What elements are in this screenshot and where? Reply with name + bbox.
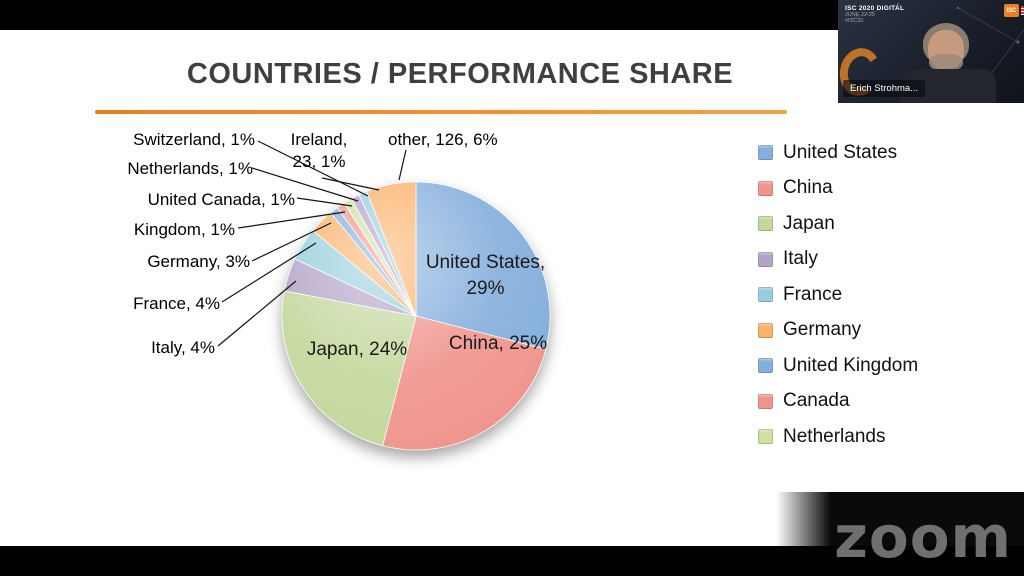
zoom-watermark: zoom xyxy=(834,503,1012,571)
legend-label: Netherlands xyxy=(783,425,886,447)
slide-title: COUNTRIES / PERFORMANCE SHARE xyxy=(186,58,734,90)
legend-label: United Kingdom xyxy=(783,354,919,376)
legend-label: France xyxy=(783,283,843,305)
legend-swatch xyxy=(758,358,773,374)
legend-swatch xyxy=(758,216,773,232)
callout-kingdom: Kingdom, 1% xyxy=(133,220,235,239)
callout-ireland: Ireland, 23, 1% xyxy=(290,130,348,172)
callout-germany: Germany, 3% xyxy=(147,252,250,271)
network-graphic xyxy=(847,2,1024,79)
legend-item-germany: Germany xyxy=(758,313,918,349)
webcam-tile[interactable]: ISC 2020 DIGITAL JUNE 22-25 #ISC20 ISC E… xyxy=(838,0,1024,103)
legend-item-united-states: United States xyxy=(758,135,918,171)
legend-swatch xyxy=(758,393,773,409)
legend-item-italy: Italy xyxy=(758,242,918,278)
legend-item-japan: Japan xyxy=(758,206,918,242)
callout-netherlands: Netherlands, 1% xyxy=(127,159,253,178)
event-title: ISC 2020 DIGITAL xyxy=(845,5,905,12)
speaker-silhouette xyxy=(900,23,996,103)
legend-swatch xyxy=(758,322,773,338)
legend-label: Germany xyxy=(783,319,862,341)
legend-swatch xyxy=(758,429,773,445)
event-date: JUNE 22-25 xyxy=(845,12,875,18)
legend-label: United States xyxy=(783,141,898,163)
legend-item-france: France xyxy=(758,277,918,313)
callout-switzerland: Switzerland, 1% xyxy=(133,130,255,149)
event-hashtag: #ISC20 xyxy=(845,18,864,24)
legend-item-united-kingdom: United Kingdom xyxy=(758,348,918,384)
legend-item-china: China xyxy=(758,171,918,207)
callout-other: other, 126, 6% xyxy=(388,130,498,149)
legend-label: Canada xyxy=(783,390,850,412)
pie-label-japan: Japan, 24% xyxy=(306,339,408,360)
pie-label-china: China, 25% xyxy=(448,333,548,354)
event-text: ISC 2020 DIGITAL JUNE 22-25 #ISC20 xyxy=(845,5,904,24)
watermark-shade xyxy=(776,492,1024,576)
legend-swatch xyxy=(758,180,773,196)
legend-label: China xyxy=(783,177,833,199)
legend-label: Japan xyxy=(783,212,835,234)
legend-item-canada: Canada xyxy=(758,384,918,420)
legend-item-netherlands: Netherlands xyxy=(758,419,918,455)
legend-swatch xyxy=(758,145,773,161)
callout-united-canada: United Canada, 1% xyxy=(147,190,295,209)
title-underline xyxy=(95,110,787,114)
chart-legend: United States China Japan Italy France German… xyxy=(758,135,918,455)
legend-swatch xyxy=(758,251,773,267)
isc-logo: ISC xyxy=(1004,4,1024,17)
callout-italy: Italy, 4% xyxy=(151,338,215,357)
legend-label: Italy xyxy=(783,248,818,270)
legend-swatch xyxy=(758,287,773,303)
speaker-beard xyxy=(929,54,963,72)
callout-france: France, 4% xyxy=(133,294,220,313)
pie-label-united-states: United States, 29% xyxy=(425,252,546,299)
participant-name: Erich Strohma... xyxy=(843,80,926,97)
